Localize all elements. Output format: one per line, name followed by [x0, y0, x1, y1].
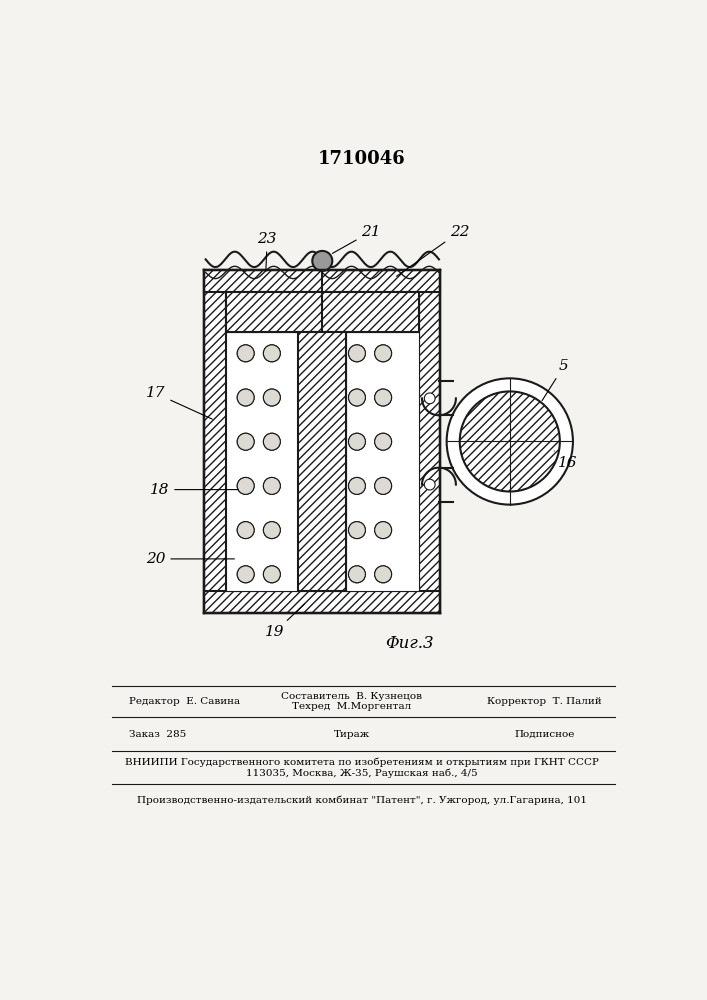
Circle shape [447, 378, 573, 505]
Circle shape [264, 477, 281, 494]
Circle shape [264, 477, 281, 494]
Text: Корректор  Т. Палий: Корректор Т. Палий [487, 697, 602, 706]
Circle shape [349, 433, 366, 450]
Circle shape [349, 389, 366, 406]
Circle shape [349, 345, 366, 362]
Bar [204, 591, 440, 613]
Bar [298, 332, 346, 591]
Circle shape [238, 477, 254, 494]
Circle shape [349, 522, 366, 539]
Circle shape [349, 477, 366, 494]
Circle shape [375, 477, 392, 494]
Circle shape [375, 477, 392, 494]
Bar [204, 270, 440, 613]
Text: ВНИИПИ Государственного комитета по изобретениям и открытиям при ГКНТ СССР
11303: ВНИИПИ Государственного комитета по изоб… [125, 757, 599, 778]
Text: 5: 5 [542, 359, 568, 401]
Circle shape [238, 433, 254, 450]
Circle shape [264, 433, 281, 450]
Text: Тираж: Тираж [334, 730, 370, 739]
Text: 17: 17 [146, 386, 212, 419]
Circle shape [264, 345, 281, 362]
Circle shape [375, 433, 392, 450]
Text: Редактор  Е. Савина: Редактор Е. Савина [129, 697, 240, 706]
Circle shape [424, 479, 435, 490]
Circle shape [264, 522, 281, 539]
Circle shape [238, 566, 254, 583]
Circle shape [264, 389, 281, 406]
Text: Составитель  В. Кузнецов
Техред  М.Моргентал: Составитель В. Кузнецов Техред М.Моргент… [281, 692, 423, 711]
Circle shape [238, 433, 254, 450]
Text: 18: 18 [150, 483, 238, 497]
Bar [226, 292, 419, 332]
Text: 1710046: 1710046 [318, 149, 406, 167]
Circle shape [375, 522, 392, 539]
Circle shape [424, 393, 435, 404]
Text: Производственно-издательский комбинат "Патент", г. Ужгород, ул.Гагарина, 101: Производственно-издательский комбинат "П… [137, 796, 587, 805]
Text: Подписное: Подписное [514, 730, 575, 739]
Bar [204, 270, 440, 292]
Text: Заказ  285: Заказ 285 [129, 730, 186, 739]
Circle shape [349, 345, 366, 362]
Circle shape [238, 522, 254, 539]
Circle shape [349, 433, 366, 450]
Circle shape [349, 566, 366, 583]
Text: Φиг.3: Φиг.3 [385, 635, 434, 652]
Circle shape [375, 389, 392, 406]
Circle shape [375, 522, 392, 539]
Circle shape [375, 389, 392, 406]
Circle shape [238, 522, 254, 539]
Text: 19: 19 [265, 604, 305, 639]
Circle shape [264, 566, 281, 583]
Circle shape [238, 345, 254, 362]
Text: 21: 21 [332, 225, 381, 253]
Circle shape [238, 345, 254, 362]
Circle shape [349, 477, 366, 494]
Text: 23: 23 [257, 232, 277, 271]
Circle shape [264, 433, 281, 450]
Circle shape [375, 566, 392, 583]
Circle shape [264, 566, 281, 583]
Circle shape [375, 345, 392, 362]
Bar [419, 270, 440, 613]
Circle shape [238, 566, 254, 583]
Circle shape [264, 522, 281, 539]
Circle shape [349, 566, 366, 583]
Text: 20: 20 [146, 552, 235, 566]
Circle shape [375, 566, 392, 583]
Circle shape [238, 389, 254, 406]
Bar [204, 270, 226, 613]
Circle shape [349, 522, 366, 539]
Circle shape [375, 345, 392, 362]
Circle shape [238, 389, 254, 406]
Circle shape [375, 433, 392, 450]
Circle shape [349, 389, 366, 406]
Circle shape [238, 477, 254, 494]
Text: 22: 22 [397, 225, 469, 276]
Bar [346, 332, 419, 591]
Text: 16: 16 [554, 451, 578, 470]
Circle shape [460, 391, 560, 492]
Circle shape [264, 389, 281, 406]
Circle shape [312, 251, 332, 271]
Bar [226, 332, 298, 591]
Circle shape [264, 345, 281, 362]
